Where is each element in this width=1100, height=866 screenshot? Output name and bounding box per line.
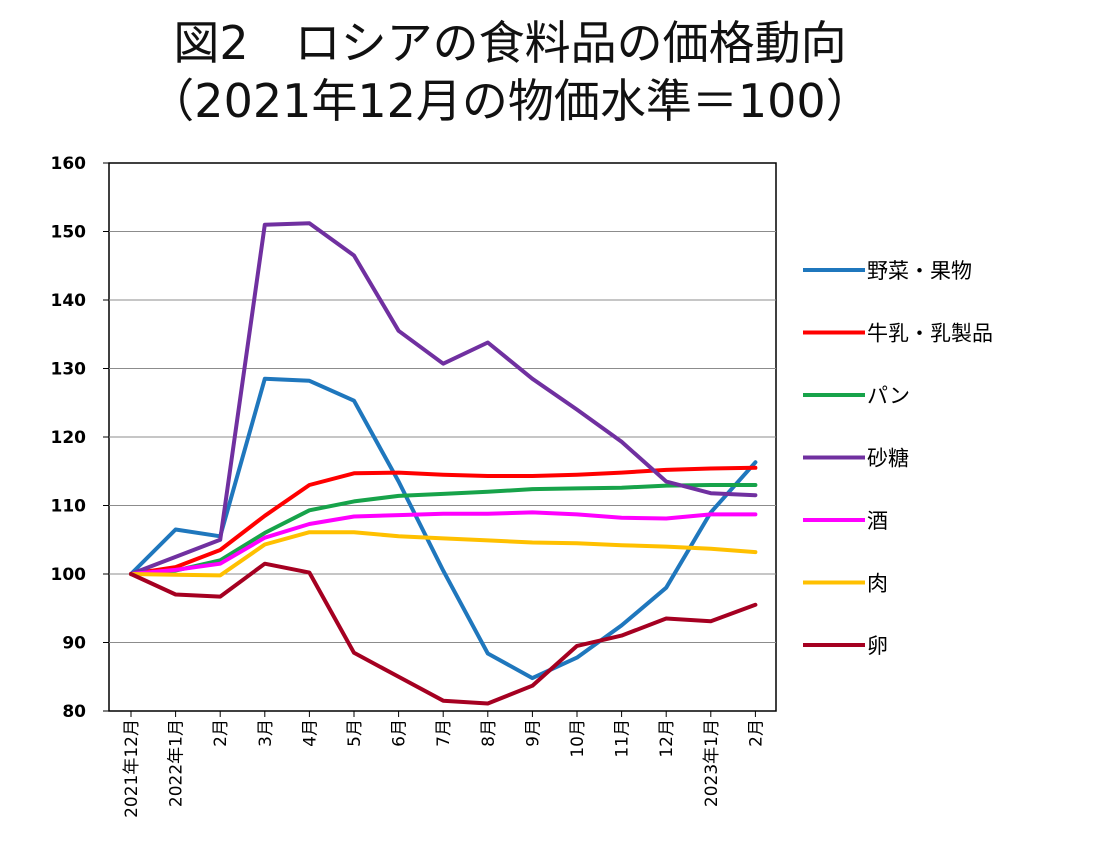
y-axis-ticks: 80 90 100 110 120 130 140 150 160 bbox=[51, 154, 109, 722]
y-tick-label: 160 bbox=[51, 154, 87, 174]
y-tick-label: 90 bbox=[62, 634, 86, 654]
y-tick-label: 100 bbox=[51, 565, 87, 585]
series-line-4 bbox=[129, 510, 758, 576]
x-tick-label: 2022年1月 bbox=[167, 719, 187, 807]
series-line-5 bbox=[129, 530, 758, 578]
x-tick-label: 12月 bbox=[657, 719, 677, 758]
series-lines bbox=[129, 221, 758, 706]
x-tick-label: 10月 bbox=[568, 719, 588, 758]
series-line-2 bbox=[129, 483, 758, 576]
gridlines bbox=[109, 231, 776, 643]
chart-title-line-2: （2021年12月の物価水準＝100） bbox=[148, 74, 872, 128]
x-tick-label: 2月 bbox=[746, 719, 766, 747]
y-tick-label: 120 bbox=[51, 428, 87, 448]
x-tick-label: 9月 bbox=[523, 719, 543, 747]
x-tick-label: 2月 bbox=[211, 719, 231, 747]
legend-label: パン bbox=[867, 384, 910, 408]
x-tick-label: 4月 bbox=[300, 719, 320, 747]
legend-label: 砂糖 bbox=[867, 447, 909, 471]
legend-label: 牛乳・乳製品 bbox=[867, 322, 993, 346]
legend-label: 酒 bbox=[867, 509, 888, 533]
x-tick-label: 11月 bbox=[613, 719, 633, 758]
series-line-6 bbox=[129, 561, 758, 706]
y-tick-label: 110 bbox=[51, 497, 87, 517]
x-tick-label: 2021年12月 bbox=[122, 719, 142, 818]
x-tick-label: 2023年1月 bbox=[702, 719, 722, 807]
series-line-3 bbox=[129, 221, 758, 576]
series-line-0 bbox=[129, 376, 758, 681]
legend-label: 肉 bbox=[867, 572, 888, 596]
x-tick-label: 5月 bbox=[345, 719, 365, 747]
x-tick-label: 3月 bbox=[256, 719, 276, 747]
y-tick-label: 130 bbox=[51, 360, 87, 380]
y-tick-label: 150 bbox=[51, 223, 87, 243]
x-tick-label: 7月 bbox=[434, 719, 454, 747]
legend-label: 卵 bbox=[867, 634, 888, 658]
y-tick-label: 80 bbox=[62, 702, 86, 722]
chart-title-line-1: 図2 ロシアの食料品の価格動向 bbox=[173, 16, 847, 70]
legend-label: 野菜・果物 bbox=[867, 259, 972, 283]
chart-title: 図2 ロシアの食料品の価格動向 （2021年12月の物価水準＝100） bbox=[0, 14, 1020, 130]
x-axis-ticks: 2021年12月 2022年1月 2月 3月 4月 5月 6月 7月 8月 9月 10月 11月 12月… bbox=[122, 711, 766, 818]
x-tick-label: 8月 bbox=[479, 719, 499, 747]
x-tick-label: 6月 bbox=[390, 719, 410, 747]
y-tick-label: 140 bbox=[51, 291, 87, 311]
